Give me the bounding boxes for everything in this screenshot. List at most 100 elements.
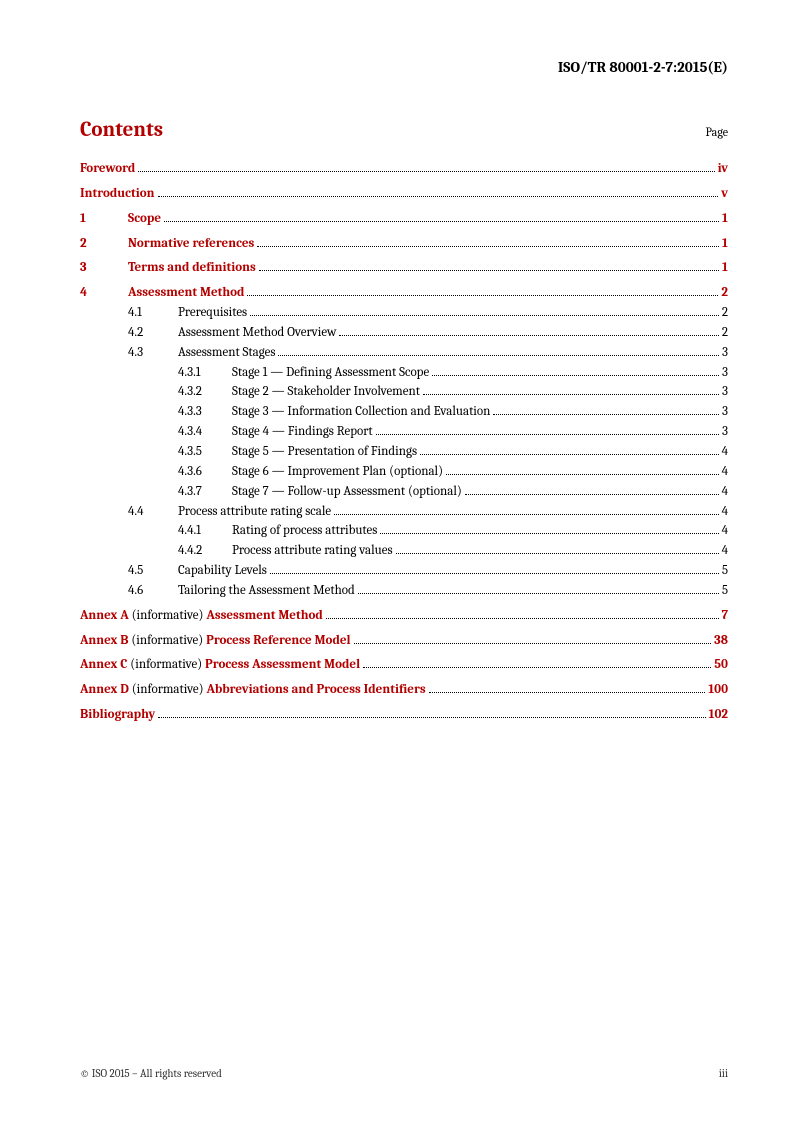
toc-number: 4.3 xyxy=(128,344,178,363)
toc-label: Bibliography xyxy=(80,707,155,722)
toc-page: 3 xyxy=(722,403,728,422)
toc-number: 4.2 xyxy=(128,324,178,343)
toc-leader xyxy=(250,315,719,316)
toc-number: 4.3.6 xyxy=(178,463,232,482)
toc-annex-prefix: Annex C xyxy=(80,657,127,672)
toc-label: Terms and definitions xyxy=(128,260,256,275)
toc-leader xyxy=(326,618,719,619)
toc-number: 4.4.1 xyxy=(178,522,232,541)
toc-annex-prefix: Annex D xyxy=(80,682,129,697)
toc-leader xyxy=(429,692,706,693)
toc-leader xyxy=(423,394,719,395)
toc-entry-4-3-4: 4.3.4 Stage 4 — Findings Report 3 xyxy=(80,423,728,442)
toc-number: 4.6 xyxy=(128,582,178,601)
toc-page: 3 xyxy=(722,383,728,402)
toc-label: Prerequisites xyxy=(178,304,247,323)
toc-entry-bibliography: Bibliography 102 xyxy=(80,706,728,725)
toc-annex-note: (informative) xyxy=(127,657,205,672)
page-column-label: Page xyxy=(706,125,728,139)
toc-label: Stage 4 — Findings Report xyxy=(232,423,373,442)
toc-page: 2 xyxy=(722,324,728,343)
toc-page: 4 xyxy=(722,443,728,462)
toc-entry-4-3: 4.3 Assessment Stages 3 xyxy=(80,344,728,363)
toc-entry-4-1: 4.1 Prerequisites 2 xyxy=(80,304,728,323)
toc-label: Introduction xyxy=(80,186,155,201)
toc-entry-4-3-3: 4.3.3 Stage 3 — Information Collection a… xyxy=(80,403,728,422)
toc-number: 4.4 xyxy=(128,503,178,522)
toc-page: 2 xyxy=(721,284,728,303)
toc-page: 50 xyxy=(714,656,728,675)
toc-label: Stage 5 — Presentation of Findings xyxy=(232,443,417,462)
toc-label: Process attribute rating values xyxy=(232,542,393,561)
toc-entry-4-5: 4.5 Capability Levels 5 xyxy=(80,562,728,581)
toc-entry-4-4-2: 4.4.2 Process attribute rating values 4 xyxy=(80,542,728,561)
toc-entry-4-6: 4.6 Tailoring the Assessment Method 5 xyxy=(80,582,728,601)
toc-leader xyxy=(138,171,714,172)
toc-entry-annex-a: Annex A (informative) Assessment Method … xyxy=(80,607,728,626)
toc-label: Assessment Method xyxy=(128,285,244,300)
contents-title: Contents xyxy=(80,118,163,142)
toc-number: 4.4.2 xyxy=(178,542,232,561)
toc-leader xyxy=(446,474,719,475)
document-id: ISO/TR 80001-2-7:2015(E) xyxy=(80,58,728,76)
toc-leader xyxy=(354,643,712,644)
toc-label: Stage 3 — Information Collection and Eva… xyxy=(232,403,490,422)
toc-label: Rating of process attributes xyxy=(232,522,377,541)
toc-entry-4-3-5: 4.3.5 Stage 5 — Presentation of Findings… xyxy=(80,443,728,462)
toc-entry-scope: 1 Scope 1 xyxy=(80,210,728,229)
toc-leader xyxy=(339,335,718,336)
toc-page: 102 xyxy=(709,706,728,725)
toc-entry-normative-references: 2 Normative references 1 xyxy=(80,235,728,254)
toc-leader xyxy=(465,494,719,495)
toc-page: 4 xyxy=(722,463,728,482)
toc-leader xyxy=(164,221,719,222)
toc-label: Process attribute rating scale xyxy=(178,503,331,522)
toc-page: 5 xyxy=(722,562,728,581)
toc-leader xyxy=(257,246,719,247)
toc-label: Foreword xyxy=(80,161,135,176)
toc-leader xyxy=(158,717,705,718)
contents-header: Contents Page xyxy=(80,118,728,142)
toc-page: 4 xyxy=(722,542,728,561)
toc-entry-4-2: 4.2 Assessment Method Overview 2 xyxy=(80,324,728,343)
toc-leader xyxy=(396,553,719,554)
toc-number: 4.3.3 xyxy=(178,403,232,422)
toc-leader xyxy=(259,270,719,271)
toc-annex-title: Assessment Method xyxy=(206,608,322,623)
toc-leader xyxy=(358,593,719,594)
toc-label: Scope xyxy=(128,211,161,226)
toc-leader xyxy=(158,196,719,197)
toc-entry-terms-definitions: 3 Terms and definitions 1 xyxy=(80,259,728,278)
toc-annex-note: (informative) xyxy=(129,682,207,697)
toc-leader xyxy=(420,454,719,455)
toc-leader xyxy=(270,573,719,574)
toc-number: 4.3.7 xyxy=(178,483,232,502)
toc-page: 1 xyxy=(722,235,728,254)
toc-number: 4.3.1 xyxy=(178,364,232,383)
toc-leader xyxy=(278,355,719,356)
toc-entry-assessment-method: 4 Assessment Method 2 xyxy=(80,284,728,303)
toc-number: 4.1 xyxy=(128,304,178,323)
toc-page: 3 xyxy=(722,364,728,383)
toc-page: 3 xyxy=(722,423,728,442)
toc-entry-4-3-6: 4.3.6 Stage 6 — Improvement Plan (option… xyxy=(80,463,728,482)
toc-page: iv xyxy=(718,160,728,179)
toc-annex-title: Abbreviations and Process Identifiers xyxy=(207,682,426,697)
toc-entry-4-3-7: 4.3.7 Stage 7 — Follow-up Assessment (op… xyxy=(80,483,728,502)
toc-label: Tailoring the Assessment Method xyxy=(178,582,355,601)
toc-number: 4.5 xyxy=(128,562,178,581)
toc-leader xyxy=(334,514,718,515)
toc-entry-foreword: Foreword iv xyxy=(80,160,728,179)
toc-label: Normative references xyxy=(128,236,254,251)
toc-number: 3 xyxy=(80,259,128,278)
toc-page: 5 xyxy=(722,582,728,601)
toc-page: 4 xyxy=(722,503,728,522)
toc-entry-4-3-2: 4.3.2 Stage 2 — Stakeholder Involvement … xyxy=(80,383,728,402)
toc-label: Capability Levels xyxy=(178,562,267,581)
toc-number: 4.3.4 xyxy=(178,423,232,442)
toc-number: 4.3.2 xyxy=(178,383,232,402)
page-content: ISO/TR 80001-2-7:2015(E) Contents Page F… xyxy=(0,0,793,725)
toc-page: 7 xyxy=(722,607,728,626)
toc-page: v xyxy=(721,185,728,204)
toc-page: 100 xyxy=(708,681,728,700)
